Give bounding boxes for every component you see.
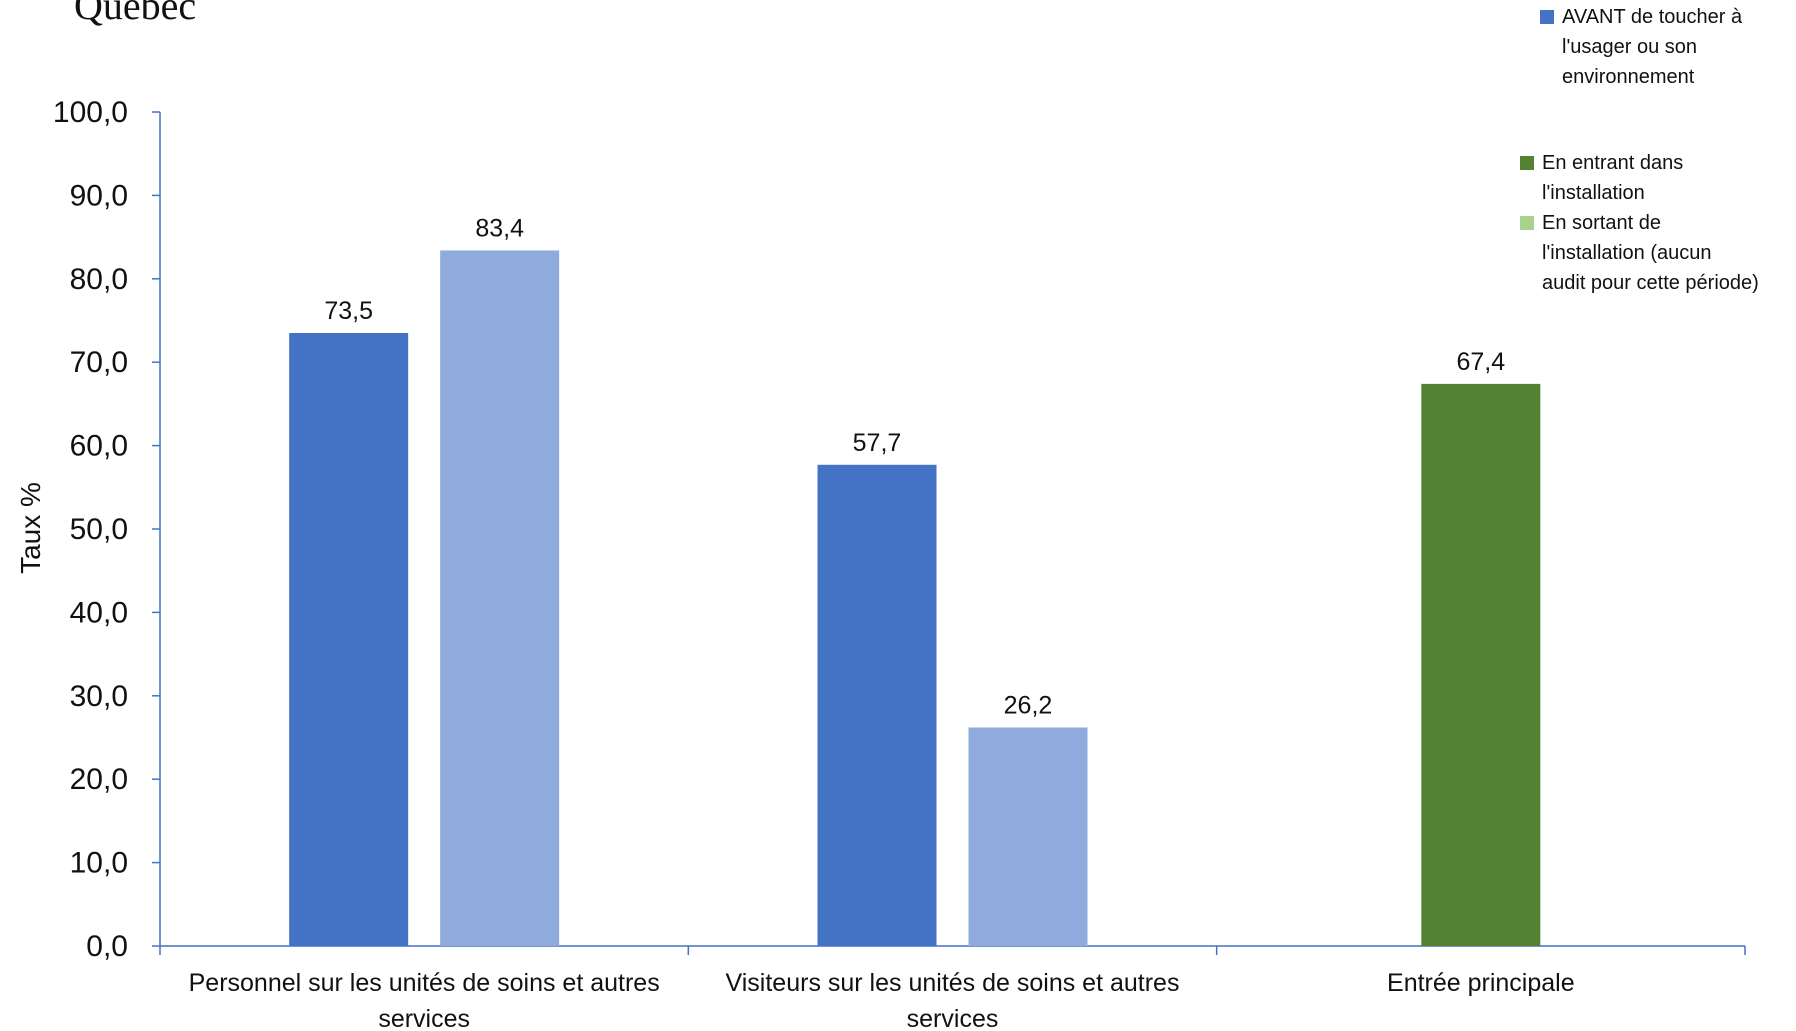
y-tick-label: 30,0 (70, 680, 128, 713)
y-tick-label: 70,0 (70, 346, 128, 379)
legend-label: AVANT de toucher à l'usager ou son envir… (1562, 6, 1743, 88)
data-labels: 73,5 83,4 57,7 26,2 67,4 (324, 214, 1505, 719)
y-tick-label: 60,0 (70, 430, 128, 463)
y-tick-label: 50,0 (70, 513, 128, 546)
y-tick-label: 20,0 (70, 763, 128, 796)
y-tick-label: 90,0 (70, 179, 128, 212)
legend-swatch (1540, 10, 1554, 24)
legend-item: AVANT de toucher à l'usager ou son envir… (1540, 2, 1790, 92)
legend-item: En entrant dans l'installation (1520, 148, 1790, 208)
bar-value-label: 83,4 (475, 214, 524, 242)
category-label: Entrée principale (1387, 969, 1575, 997)
bars (289, 250, 1541, 947)
x-axis (159, 945, 1746, 955)
legend-label: En sortant de l'installation (aucun audi… (1542, 212, 1759, 294)
legend-swatch (1520, 216, 1534, 230)
bar (440, 250, 560, 947)
legend-group-1: AVANT de toucher à l'usager ou son envir… (1540, 2, 1790, 92)
category-labels: Personnel sur les unités de soins et aut… (189, 969, 1575, 1031)
bar (1421, 383, 1541, 946)
legend-swatch (1520, 156, 1534, 170)
category-label: Visiteurs sur les unités de soins et aut… (726, 969, 1180, 1031)
y-tick-label: 0,0 (86, 930, 128, 963)
y-axis-title: Taux % (15, 482, 46, 574)
brand-logo-text: Québec (74, 0, 197, 28)
y-axis: 0,0 10,0 20,0 30,0 40,0 50,0 60,0 70,0 80,0 90,0 1… (53, 96, 161, 963)
y-tick-label: 80,0 (70, 263, 128, 296)
bar (289, 333, 409, 946)
category-label: Personnel sur les unités de soins et aut… (189, 969, 660, 1031)
legend-label: En entrant dans l'installation (1542, 152, 1684, 204)
bar-value-label: 73,5 (324, 297, 373, 325)
bar-value-label: 67,4 (1456, 348, 1505, 376)
y-tick-label: 100,0 (53, 96, 128, 129)
y-tick-label: 40,0 (70, 596, 128, 629)
bar-value-label: 26,2 (1004, 691, 1053, 719)
bar (817, 464, 937, 946)
legend-group-2: En entrant dans l'installation En sortant… (1520, 148, 1790, 298)
legend-item: En sortant de l'installation (aucun audi… (1520, 208, 1790, 298)
bar-value-label: 57,7 (853, 429, 902, 457)
y-tick-label: 10,0 (70, 847, 128, 880)
bar (968, 727, 1088, 946)
